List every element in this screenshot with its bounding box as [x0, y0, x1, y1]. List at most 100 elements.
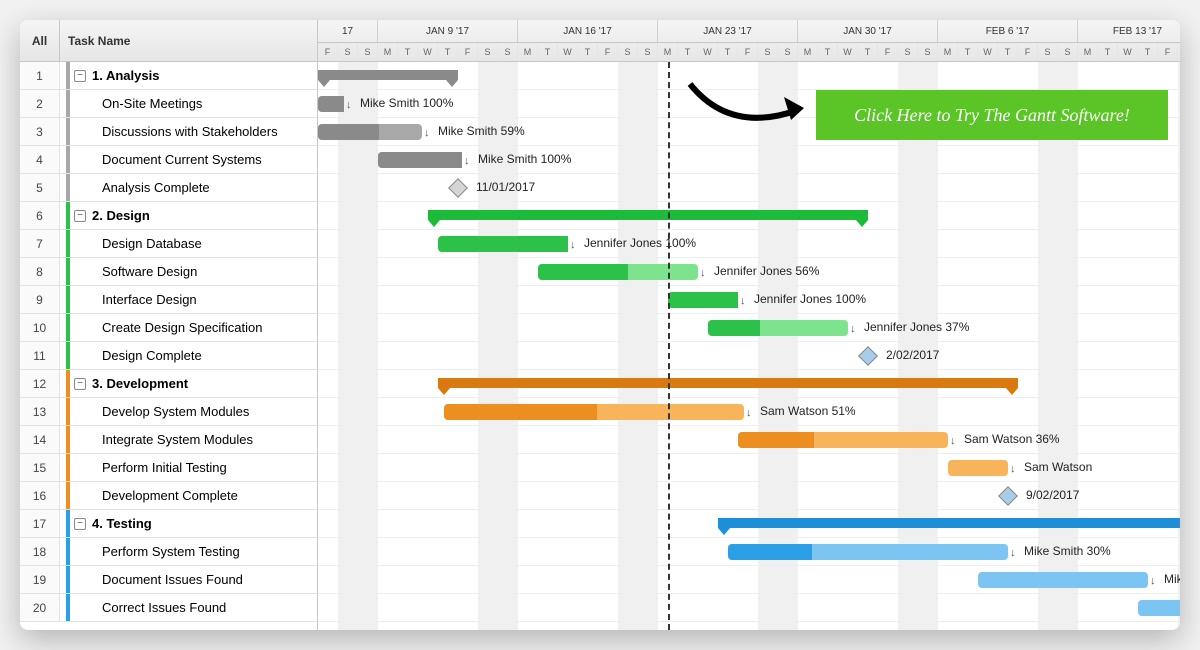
- progress-fill: [708, 320, 760, 336]
- task-label: 1. Analysis: [92, 68, 159, 83]
- task-row[interactable]: 5Analysis Complete: [20, 174, 317, 202]
- day-label: S: [358, 43, 378, 61]
- task-row[interactable]: 9Interface Design: [20, 286, 317, 314]
- task-row[interactable]: 4Document Current Systems: [20, 146, 317, 174]
- arrow-icon: [680, 76, 820, 146]
- task-row[interactable]: 11Design Complete: [20, 342, 317, 370]
- link-arrow-icon: ↓: [850, 323, 856, 335]
- task-row[interactable]: 7Design Database: [20, 230, 317, 258]
- task-panel: All Task Name 1−1. Analysis2On-Site Meet…: [20, 20, 318, 630]
- task-row[interactable]: 13Develop System Modules: [20, 398, 317, 426]
- row-content: Perform Initial Testing: [60, 454, 317, 481]
- task-bar[interactable]: [538, 264, 698, 280]
- row-content: Document Issues Found: [60, 566, 317, 593]
- task-bar[interactable]: [1138, 600, 1180, 616]
- day-label: M: [798, 43, 818, 61]
- day-label: T: [578, 43, 598, 61]
- summary-bar[interactable]: [718, 518, 1180, 528]
- color-stripe: [66, 314, 70, 341]
- task-row[interactable]: 3Discussions with Stakeholders: [20, 118, 317, 146]
- collapse-icon[interactable]: −: [74, 210, 86, 222]
- chart-row: [318, 510, 1180, 538]
- row-number: 14: [20, 426, 60, 453]
- task-row[interactable]: 18Perform System Testing: [20, 538, 317, 566]
- day-label: T: [958, 43, 978, 61]
- chart-row: [318, 370, 1180, 398]
- chart-row: 11/01/2017: [318, 174, 1180, 202]
- task-row[interactable]: 14Integrate System Modules: [20, 426, 317, 454]
- task-bar[interactable]: [708, 320, 848, 336]
- row-content: −1. Analysis: [60, 62, 317, 89]
- task-bar[interactable]: [948, 460, 1008, 476]
- day-label: T: [678, 43, 698, 61]
- task-bar[interactable]: [378, 152, 462, 168]
- milestone-diamond[interactable]: [448, 178, 468, 198]
- day-label: F: [458, 43, 478, 61]
- task-label: Create Design Specification: [102, 320, 262, 335]
- task-label: Analysis Complete: [102, 180, 210, 195]
- summary-bar[interactable]: [438, 378, 1018, 388]
- milestone-text: 2/02/2017: [886, 348, 939, 362]
- chart-row: ↓ Jennifer Jones 37%: [318, 314, 1180, 342]
- milestone-diamond[interactable]: [998, 486, 1018, 506]
- row-content: Document Current Systems: [60, 146, 317, 173]
- task-row[interactable]: 17−4. Testing: [20, 510, 317, 538]
- milestone-diamond[interactable]: [858, 346, 878, 366]
- task-row[interactable]: 12−3. Development: [20, 370, 317, 398]
- column-task-name[interactable]: Task Name: [60, 20, 317, 61]
- days-row: FSSMTWTFSSMTWTFSSMTWTFSSMTWTFSSMTWTFSSMT…: [318, 43, 1180, 61]
- cta-button[interactable]: Click Here to Try The Gantt Software!: [816, 90, 1168, 140]
- task-row[interactable]: 20Correct Issues Found: [20, 594, 317, 622]
- task-row[interactable]: 10Create Design Specification: [20, 314, 317, 342]
- task-bar[interactable]: [728, 544, 1008, 560]
- task-bar[interactable]: [978, 572, 1148, 588]
- milestone-text: 11/01/2017: [476, 180, 535, 194]
- row-number: 4: [20, 146, 60, 173]
- task-label: Development Complete: [102, 488, 238, 503]
- row-content: Design Database: [60, 230, 317, 257]
- day-label: W: [558, 43, 578, 61]
- gantt-chart[interactable]: ↓Mike Smith 100%↓Mike Smith 59%↓Mike Smi…: [318, 62, 1180, 630]
- chart-row: 2/02/2017: [318, 342, 1180, 370]
- summary-bar[interactable]: [428, 210, 868, 220]
- week-label: 17: [318, 20, 378, 42]
- task-bar[interactable]: [318, 96, 344, 112]
- task-row[interactable]: 19Document Issues Found: [20, 566, 317, 594]
- task-label: 4. Testing: [92, 516, 152, 531]
- row-content: Analysis Complete: [60, 174, 317, 201]
- progress-fill: [728, 544, 812, 560]
- task-label: Discussions with Stakeholders: [102, 124, 278, 139]
- task-bar[interactable]: [444, 404, 744, 420]
- row-number: 18: [20, 538, 60, 565]
- week-label: JAN 16 '17: [518, 20, 658, 42]
- task-row[interactable]: 6−2. Design: [20, 202, 317, 230]
- day-label: S: [758, 43, 778, 61]
- bar-text: Mike Smith 100%: [360, 96, 453, 110]
- day-label: F: [1018, 43, 1038, 61]
- chart-row: 9/02/2017: [318, 482, 1180, 510]
- day-label: T: [538, 43, 558, 61]
- task-bar[interactable]: [318, 124, 422, 140]
- collapse-icon[interactable]: −: [74, 378, 86, 390]
- progress-fill: [538, 264, 628, 280]
- day-label: M: [518, 43, 538, 61]
- column-all[interactable]: All: [20, 20, 60, 61]
- row-content: −4. Testing: [60, 510, 317, 537]
- task-row[interactable]: 16Development Complete: [20, 482, 317, 510]
- collapse-icon[interactable]: −: [74, 518, 86, 530]
- bar-text: Jennifer Jones 37%: [864, 320, 969, 334]
- day-label: M: [938, 43, 958, 61]
- row-number: 2: [20, 90, 60, 117]
- row-content: Correct Issues Found: [60, 594, 317, 621]
- task-bar[interactable]: [738, 432, 948, 448]
- task-row[interactable]: 8Software Design: [20, 258, 317, 286]
- task-row[interactable]: 2On-Site Meetings: [20, 90, 317, 118]
- task-row[interactable]: 15Perform Initial Testing: [20, 454, 317, 482]
- summary-bar[interactable]: [318, 70, 458, 80]
- collapse-icon[interactable]: −: [74, 70, 86, 82]
- task-row[interactable]: 1−1. Analysis: [20, 62, 317, 90]
- day-label: M: [1078, 43, 1098, 61]
- task-bar[interactable]: [668, 292, 738, 308]
- task-bar[interactable]: [438, 236, 568, 252]
- chart-row: ↓Jennifer Jones 100%: [318, 286, 1180, 314]
